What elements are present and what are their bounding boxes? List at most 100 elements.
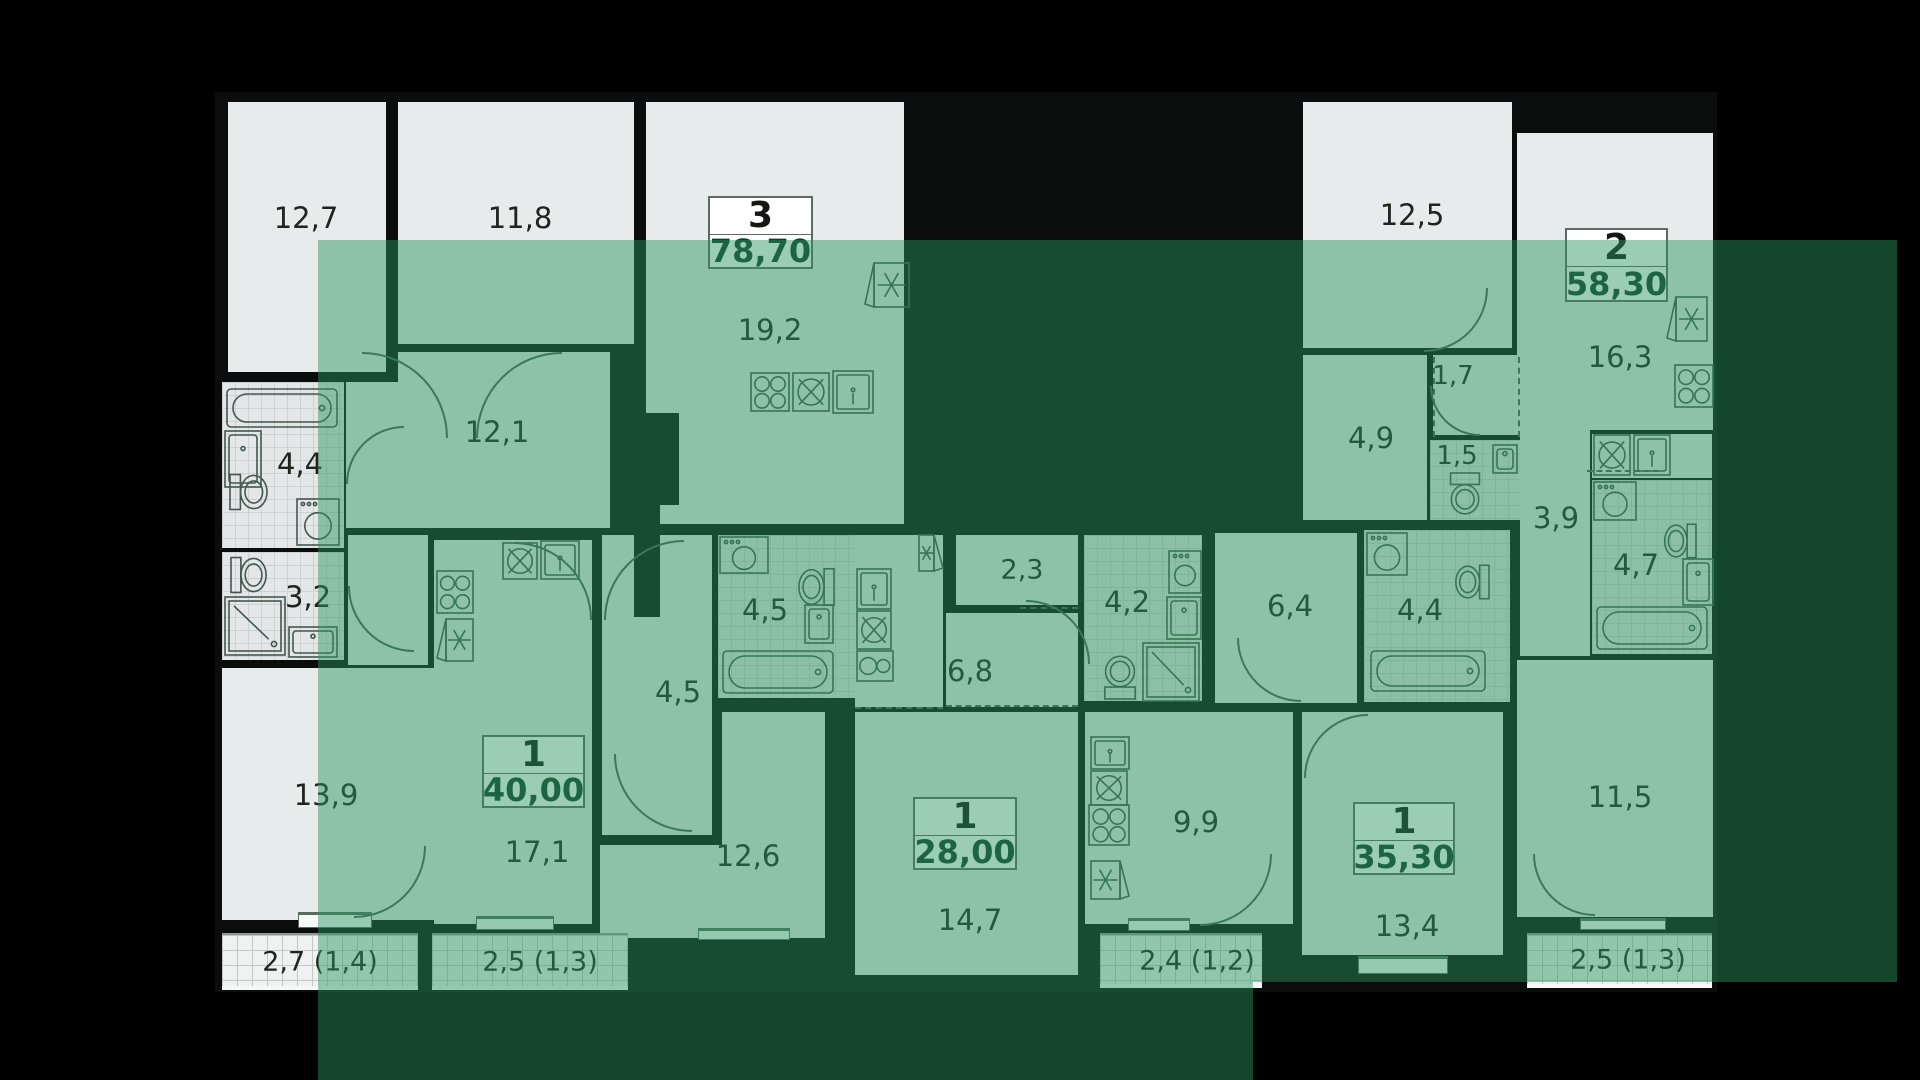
washing-machine-icon [1366, 532, 1408, 576]
bath-3-2-label: 3,2 [284, 580, 332, 614]
room-11-8-label: 11,8 [487, 201, 553, 235]
bath-4-2-label: 4,2 [1103, 585, 1151, 619]
bathtub-icon [1370, 650, 1486, 692]
dashed-wall [1518, 357, 1522, 437]
wc-1-5 [1430, 440, 1520, 520]
hall-3-9-label: 3,9 [1532, 501, 1580, 535]
apt-3-rooms: 3 78,70 [708, 196, 813, 269]
corridor-1-7-label: 1,7 [1432, 361, 1474, 391]
sink-icon [224, 430, 262, 488]
dashed-wall [1020, 607, 1078, 611]
bath-4-5-label: 4,5 [741, 593, 789, 627]
sink-icon [1166, 596, 1202, 640]
closet-2-3 [956, 535, 1078, 605]
hall-12-1-label: 12,1 [464, 415, 530, 449]
fridge-icon [1666, 296, 1708, 342]
room-4-9-label: 4,9 [1347, 421, 1395, 455]
sink-icon [1682, 558, 1714, 606]
fridge-icon [864, 262, 910, 308]
balcony-2-7-label: 2,7 (1,4) [262, 946, 378, 978]
closet-2-3-label: 2,3 [1000, 554, 1044, 586]
toilet-icon [1663, 519, 1697, 563]
shaft-block [613, 413, 679, 505]
stove-icon [750, 372, 790, 412]
hall-6-8-label: 6,8 [946, 654, 994, 688]
room-13-4-label: 13,4 [1374, 909, 1440, 943]
bath-4-4-right-label: 4,4 [1396, 593, 1444, 627]
window-sill [1128, 918, 1190, 931]
apt-1-room-28: 1 28,00 [913, 797, 1017, 870]
fridge-icon [1090, 860, 1130, 900]
apt-1-room-35: 1 35,30 [1353, 802, 1455, 875]
apt-3-rooms-area: 78,70 [709, 232, 812, 270]
window-sill [1580, 918, 1666, 930]
dashed-wall [946, 705, 1078, 709]
dashed-wall [855, 707, 943, 711]
room-4-9 [1303, 355, 1427, 520]
sink-icon [288, 626, 338, 658]
dashed-wall [1587, 470, 1659, 474]
balcony-2-4-label: 2,4 (1,2) [1139, 945, 1255, 977]
shower-icon [1142, 642, 1200, 702]
kitchen-apt28 [855, 535, 943, 707]
window-sill [476, 916, 554, 930]
washing-machine-icon [296, 498, 340, 546]
balcony-2-4 [1100, 933, 1262, 988]
window-sill [1358, 956, 1448, 974]
window-sill [298, 912, 372, 928]
room-14-7-label: 14,7 [937, 903, 1003, 937]
room-12-5-label: 12,5 [1379, 198, 1445, 232]
toilet-icon [230, 552, 268, 598]
apt-1-room-28-area: 28,00 [914, 833, 1016, 871]
room-12-6-lower [600, 845, 825, 938]
bathtub-icon [1596, 606, 1708, 650]
room-12-7 [228, 102, 386, 372]
apt-1-room-40-rooms-count: 1 [484, 737, 583, 774]
apt-2-rooms-58: 2 58,30 [1565, 228, 1668, 302]
apt-1-room-35-rooms-count: 1 [1355, 804, 1453, 841]
apt-1-room-35-area: 35,30 [1353, 838, 1455, 876]
balcony-2-5-a [432, 933, 628, 990]
basin-icon [832, 370, 874, 414]
toilet-icon [1446, 472, 1484, 516]
washing-machine-icon [1168, 550, 1202, 594]
room-17-1-label: 17,1 [504, 835, 570, 869]
stove-icon [1674, 364, 1714, 408]
apt-1-room-40-area: 40,00 [482, 771, 585, 809]
room-9-9-label: 9,9 [1172, 805, 1220, 839]
window-sill [698, 928, 790, 940]
fridge-icon [918, 534, 944, 572]
apt-3-rooms-rooms-count: 3 [710, 198, 811, 235]
room-19-2-kitchen [646, 102, 904, 524]
kitchen-sink-icon [1593, 434, 1631, 476]
hall-4-5-label: 4,5 [654, 675, 702, 709]
bath-4-4-label: 4,4 [276, 447, 324, 481]
balcony-2-7 [222, 933, 418, 990]
shower-icon [224, 596, 286, 656]
room-13-9-label: 13,9 [293, 778, 359, 812]
apt-2-rooms-58-area: 58,30 [1565, 264, 1668, 303]
hall-3-9 [1520, 430, 1590, 656]
washing-machine-icon [719, 536, 769, 574]
toilet-icon [229, 469, 269, 515]
apt-2-rooms-58-rooms-count: 2 [1567, 230, 1666, 267]
hall-6-4-label: 6,4 [1266, 589, 1314, 623]
balcony-2-5-b [1527, 933, 1712, 988]
apt-1-room-40: 1 40,00 [482, 735, 585, 808]
fridge-icon [436, 618, 474, 662]
room-11-5-label: 11,5 [1587, 780, 1653, 814]
bath-4-7-label: 4,7 [1612, 548, 1660, 582]
toilet-icon [1454, 560, 1490, 604]
room-12-6-label: 12,6 [715, 839, 781, 873]
washing-machine-icon [1593, 481, 1637, 521]
balcony-2-5-b-label: 2,5 (1,3) [1570, 944, 1686, 976]
room-16-3-label: 16,3 [1587, 340, 1653, 374]
kitchen-sink-icon [792, 372, 830, 412]
bath-4-5 [718, 535, 857, 698]
toilet-icon [1100, 654, 1140, 700]
kitchen-sink-icon [1090, 770, 1128, 806]
dashed-wall [1433, 357, 1437, 437]
apt-1-room-28-rooms-count: 1 [915, 799, 1015, 836]
bath-4-7 [1592, 480, 1712, 654]
